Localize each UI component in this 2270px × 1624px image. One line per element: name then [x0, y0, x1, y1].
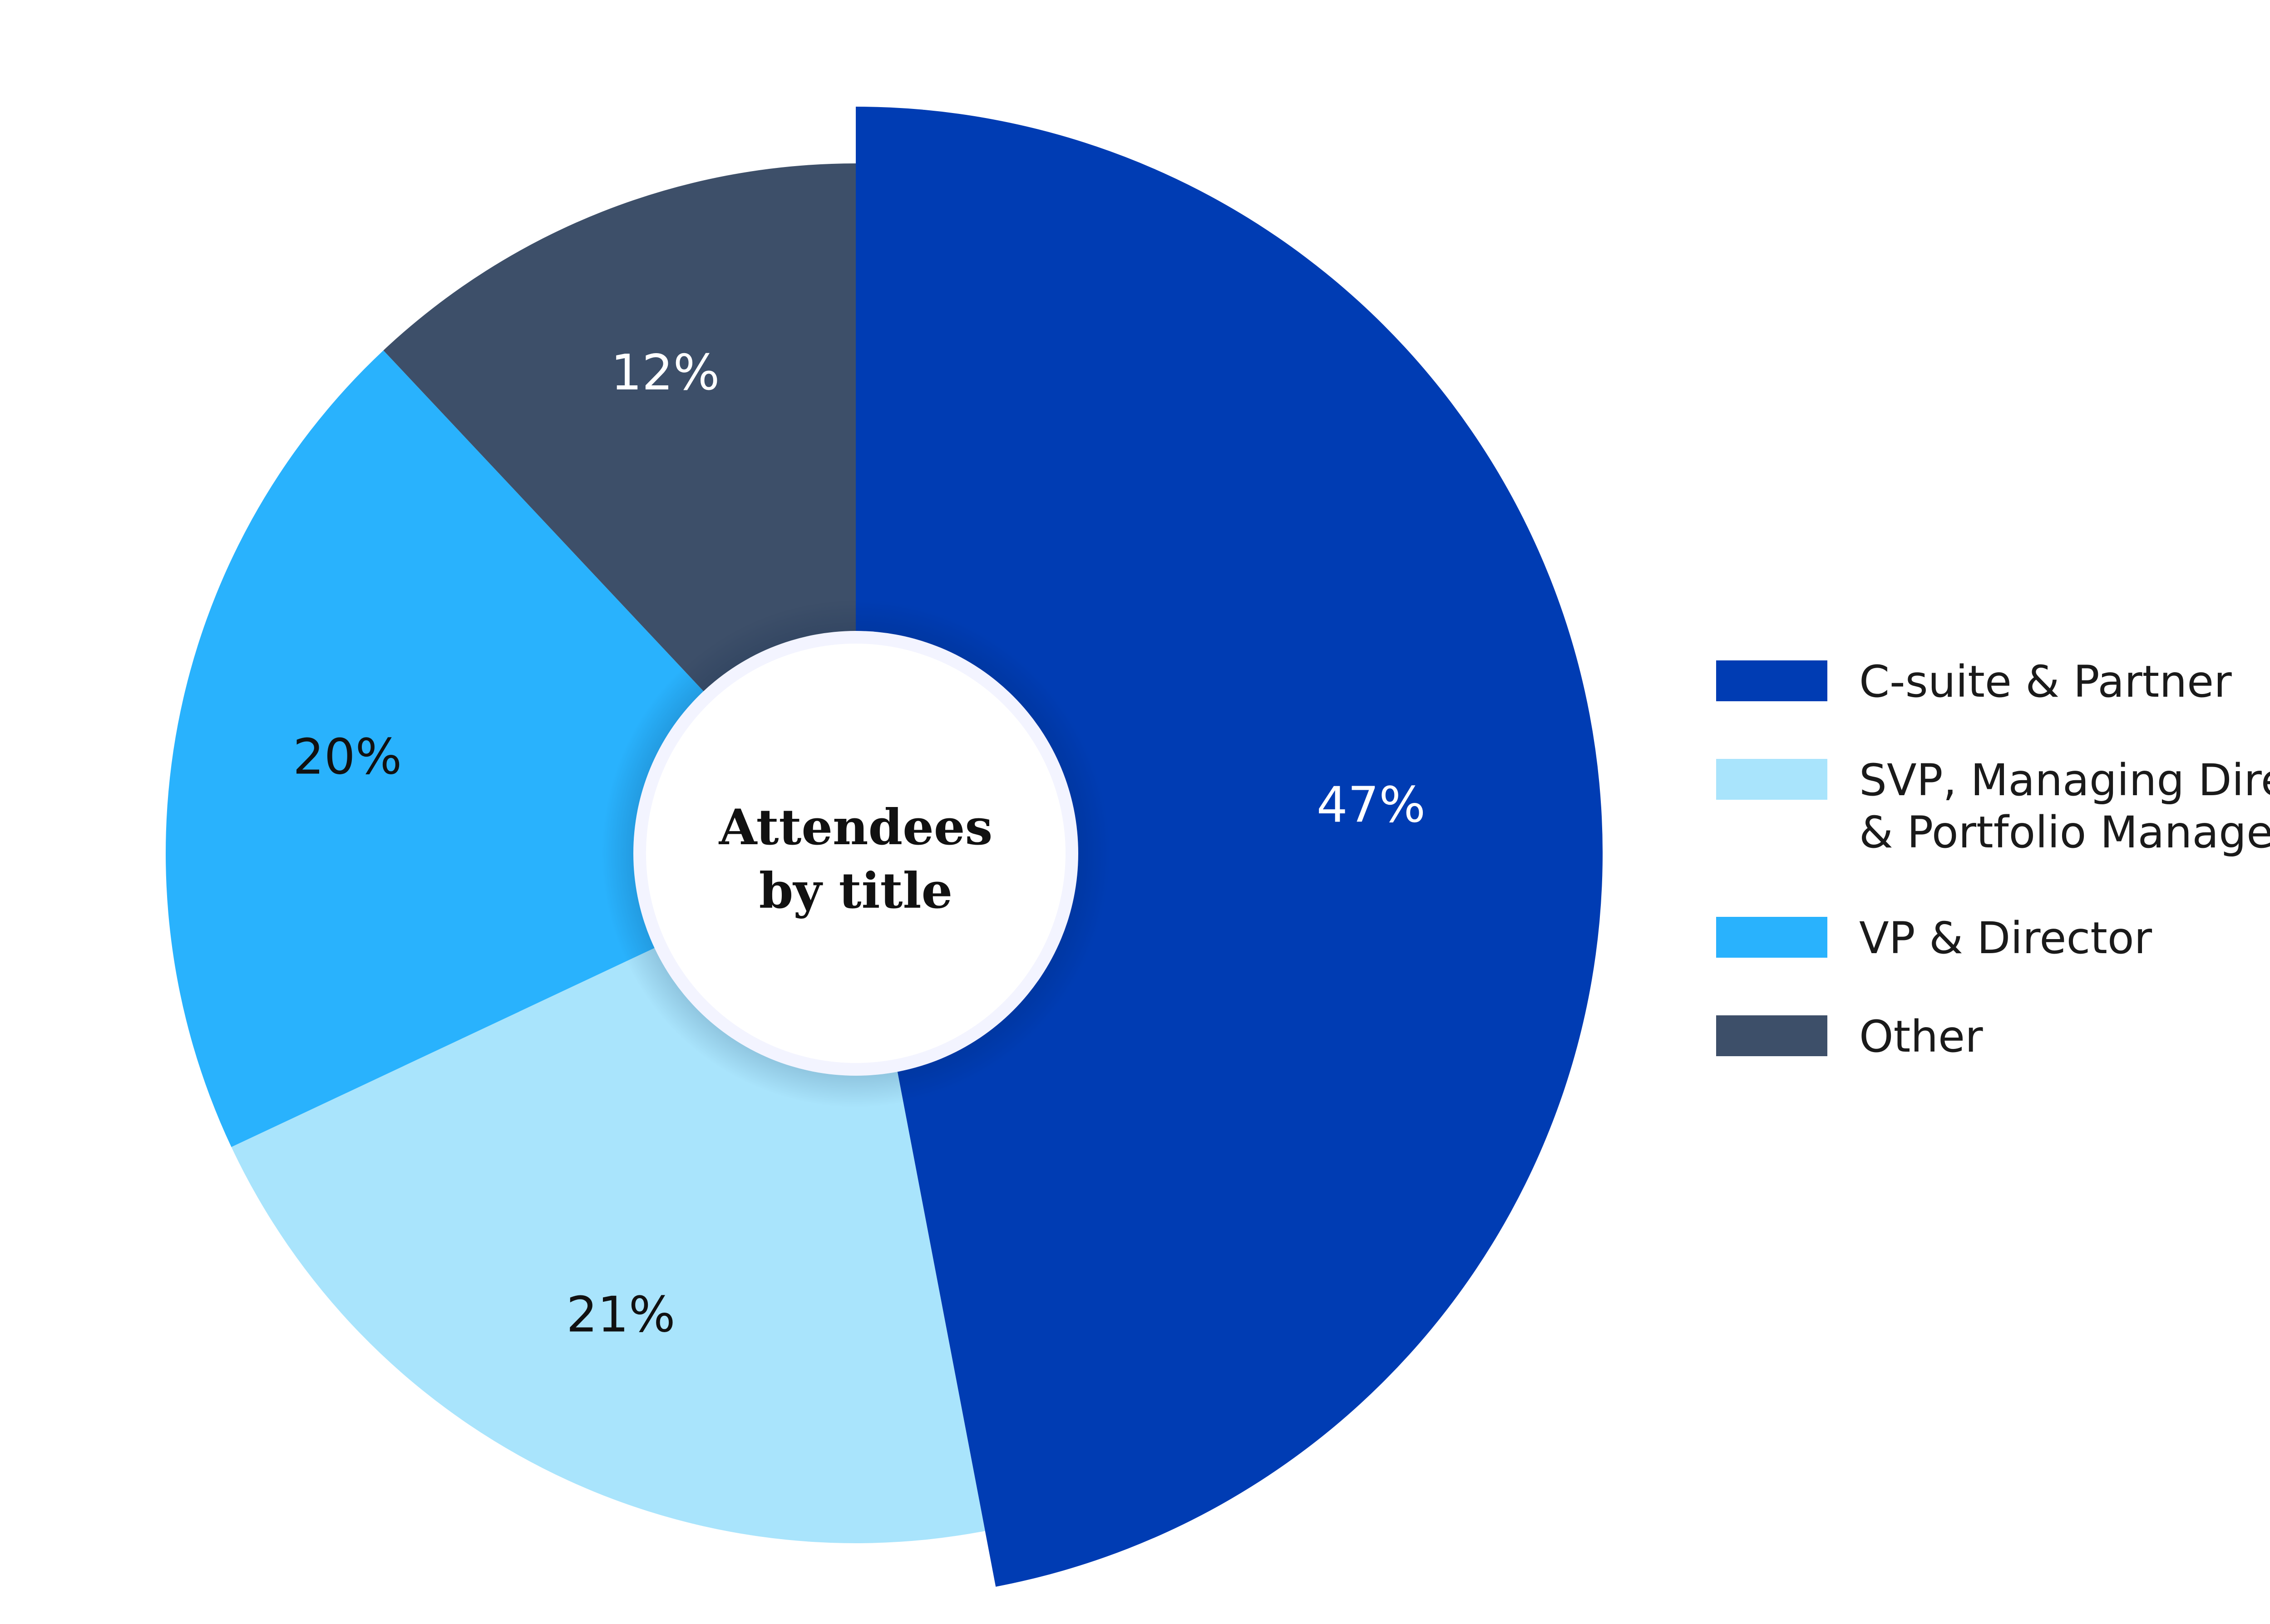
pie-slice-vp-and-director [166, 350, 856, 1147]
legend-label-svp-managing-director-and-portfolio-manager: SVP, Managing Director& Portfolio Manage… [1859, 755, 2270, 858]
center-label-line-2: by title [759, 862, 952, 920]
legend-swatch-vp-and-director [1716, 917, 1827, 958]
legend-swatch-c-suite-and-partner [1716, 660, 1827, 701]
center-hole-disc [646, 644, 1066, 1063]
legend-label-vp-and-director: VP & Director [1859, 913, 2152, 964]
slice-value-label-svp-managing-director-and-portfolio-manager: 21% [566, 1287, 675, 1343]
slice-value-label-c-suite-and-partner: 47% [1317, 777, 1426, 834]
legend: C-suite & Partner SVP, Managing Director&… [1716, 656, 2270, 1062]
legend-label-other: Other [1859, 1011, 1983, 1062]
pie-slice-c-suite-and-partner [856, 107, 1603, 1587]
center-label-line-1: Attendees [719, 799, 993, 856]
slice-value-labels: 47% 21% 20% 12% [293, 344, 1426, 1343]
legend-swatch-other [1716, 1015, 1827, 1056]
legend-label-c-suite-and-partner: C-suite & Partner [1859, 656, 2232, 707]
slice-value-label-vp-and-director: 20% [293, 728, 402, 785]
center-hole: Attendees by title [602, 599, 1110, 1107]
legend-swatch-svp-managing-director-and-portfolio-manager [1716, 759, 1827, 800]
slice-value-label-other: 12% [611, 344, 720, 401]
